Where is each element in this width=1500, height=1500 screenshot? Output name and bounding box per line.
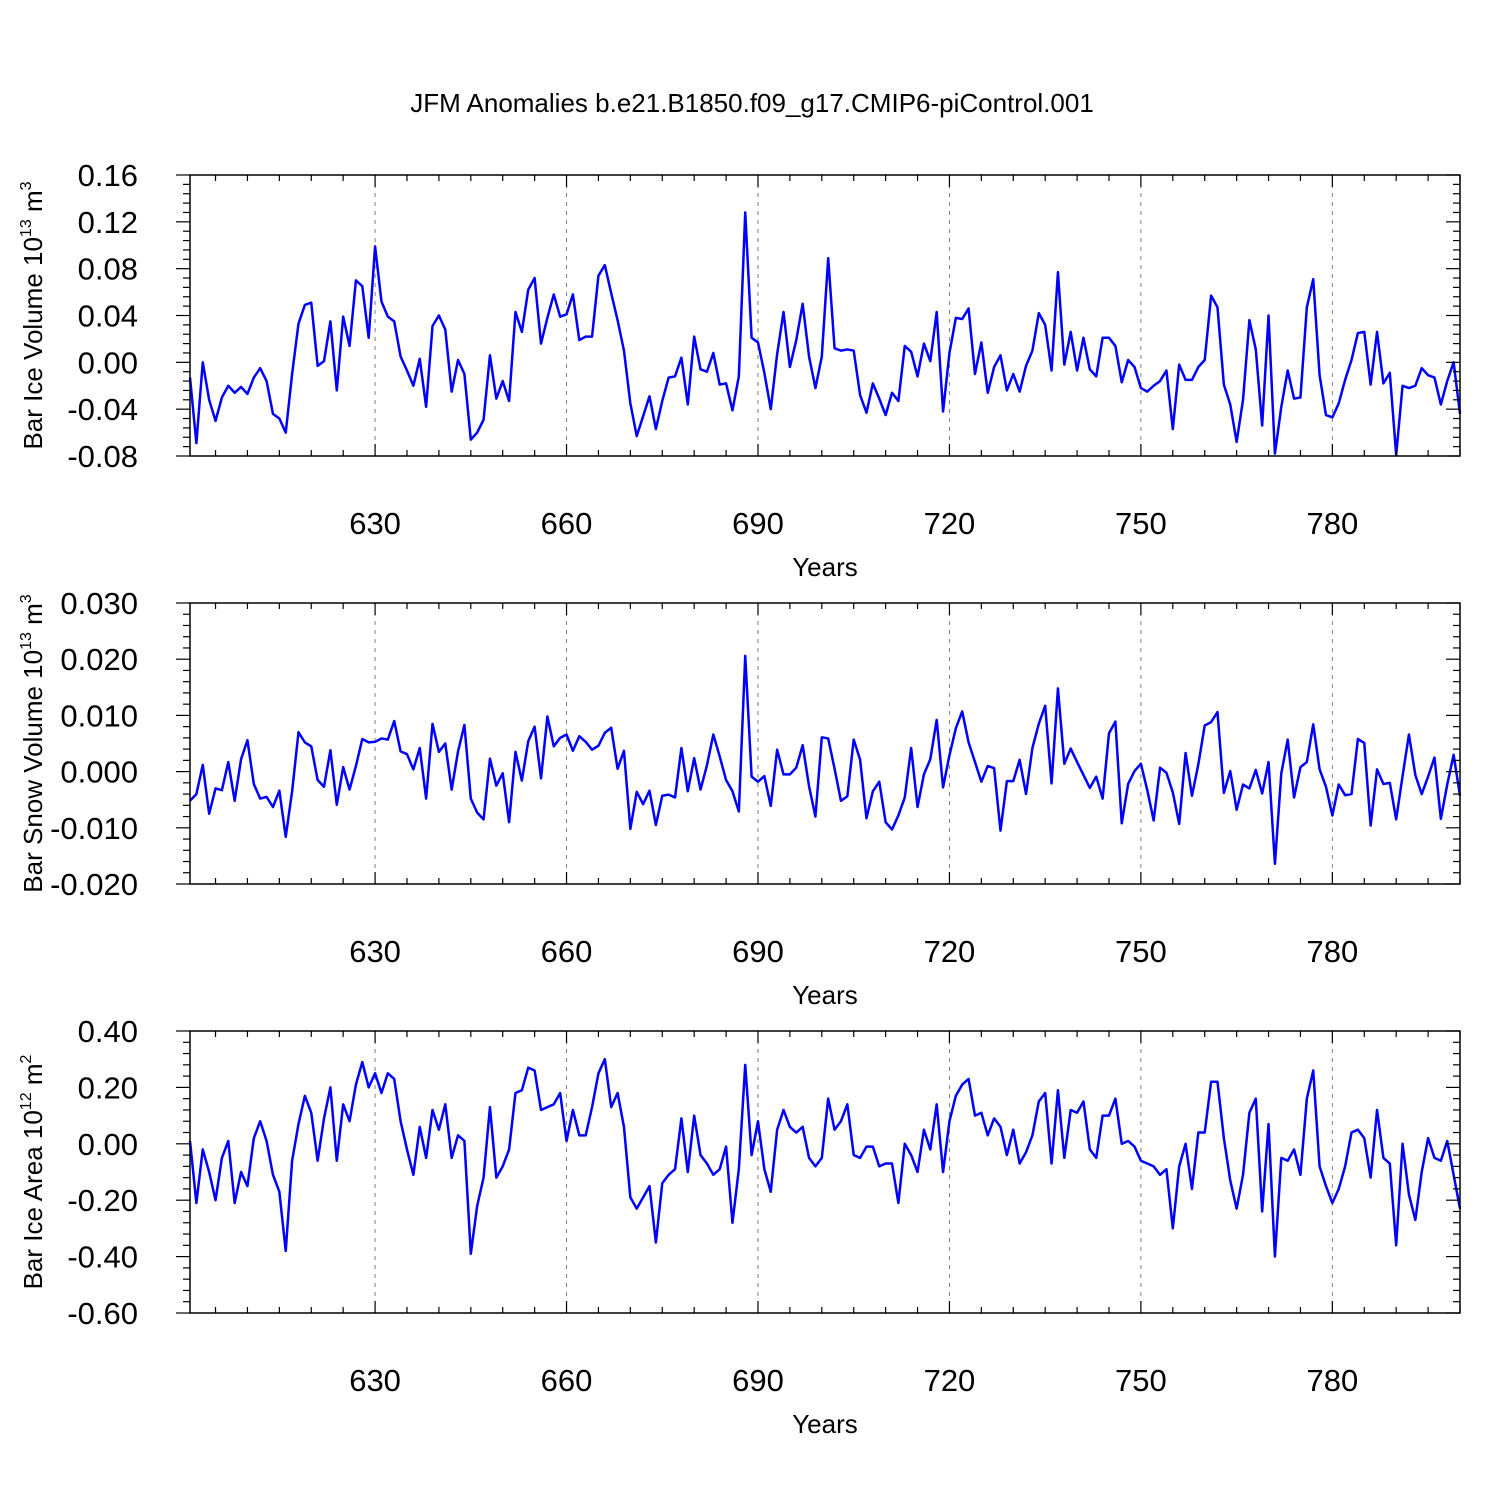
series-line <box>189 654 1462 866</box>
y-tick-label: -0.20 <box>67 1183 138 1218</box>
x-tick-label-660: 660 <box>541 1363 593 1398</box>
y-axis-title: Bar Snow Volume 1013 m3 <box>18 594 48 893</box>
x-tick-label-780: 780 <box>1306 506 1358 541</box>
y-tick-label: 0.010 <box>60 698 138 733</box>
series-line <box>188 211 1462 457</box>
x-tick-label-720: 720 <box>924 506 976 541</box>
y-tick-label: 0.00 <box>78 1127 138 1162</box>
x-axis-title: Years <box>792 552 858 582</box>
plot-frame <box>189 1030 1461 1314</box>
x-tick-label-660: 660 <box>541 934 593 969</box>
y-tick-label: -0.08 <box>67 439 138 474</box>
y-tick-label: 0.40 <box>78 1014 138 1049</box>
y-tick-label: 0.000 <box>60 755 138 790</box>
y-tick-label: 0.030 <box>60 586 138 621</box>
panel-2: 630 660 690 720 750 780 -0.020 -0.010 0.000 0.010… <box>18 586 1462 1010</box>
x-tick-label-660: 660 <box>541 506 593 541</box>
x-tick-label-780: 780 <box>1306 934 1358 969</box>
panel-1: 630 660 690 720 750 780 -0.08 -0.04 0.00 0.04 0.08… <box>18 158 1462 582</box>
y-tick-label: 0.00 <box>78 345 138 380</box>
x-tick-label-690: 690 <box>732 934 784 969</box>
panel-3: 630 660 690 720 750 780 -0.60 -0.40 -0.20 0.00 0.2… <box>18 1014 1462 1439</box>
y-tick-label: -0.40 <box>67 1240 138 1275</box>
y-tick-label: 0.04 <box>78 299 138 334</box>
x-tick-label-720: 720 <box>924 934 976 969</box>
series-line <box>188 1057 1462 1258</box>
y-tick-label: 0.16 <box>78 158 138 193</box>
y-tick-label: 0.020 <box>60 642 138 677</box>
y-tick-label: -0.020 <box>50 867 138 902</box>
x-tick-label-630: 630 <box>349 934 401 969</box>
y-tick-label: 0.20 <box>78 1070 138 1105</box>
y-axis-title: Bar Ice Volume 1013 m3 <box>18 181 48 449</box>
plot-frame <box>189 602 1461 885</box>
y-tick-label: -0.60 <box>67 1296 138 1331</box>
y-tick-label: 0.08 <box>78 252 138 287</box>
x-tick-label-690: 690 <box>732 506 784 541</box>
y-axis-title: Bar Ice Area 1012 m2 <box>18 1054 48 1289</box>
figure-title: JFM Anomalies b.e21.B1850.f09_g17.CMIP6-… <box>410 88 1094 118</box>
y-tick-label: -0.04 <box>67 392 138 427</box>
x-tick-label-750: 750 <box>1115 1363 1167 1398</box>
x-tick-label-750: 750 <box>1115 506 1167 541</box>
x-axis-title: Years <box>792 1409 858 1439</box>
x-tick-label-780: 780 <box>1306 1363 1358 1398</box>
x-tick-label-690: 690 <box>732 1363 784 1398</box>
x-tick-label-720: 720 <box>924 1363 976 1398</box>
x-tick-label-750: 750 <box>1115 934 1167 969</box>
x-tick-label-630: 630 <box>349 1363 401 1398</box>
x-axis-title: Years <box>792 980 858 1010</box>
x-tick-label-630: 630 <box>349 506 401 541</box>
y-tick-label: 0.12 <box>78 205 138 240</box>
y-tick-label: -0.010 <box>50 811 138 846</box>
